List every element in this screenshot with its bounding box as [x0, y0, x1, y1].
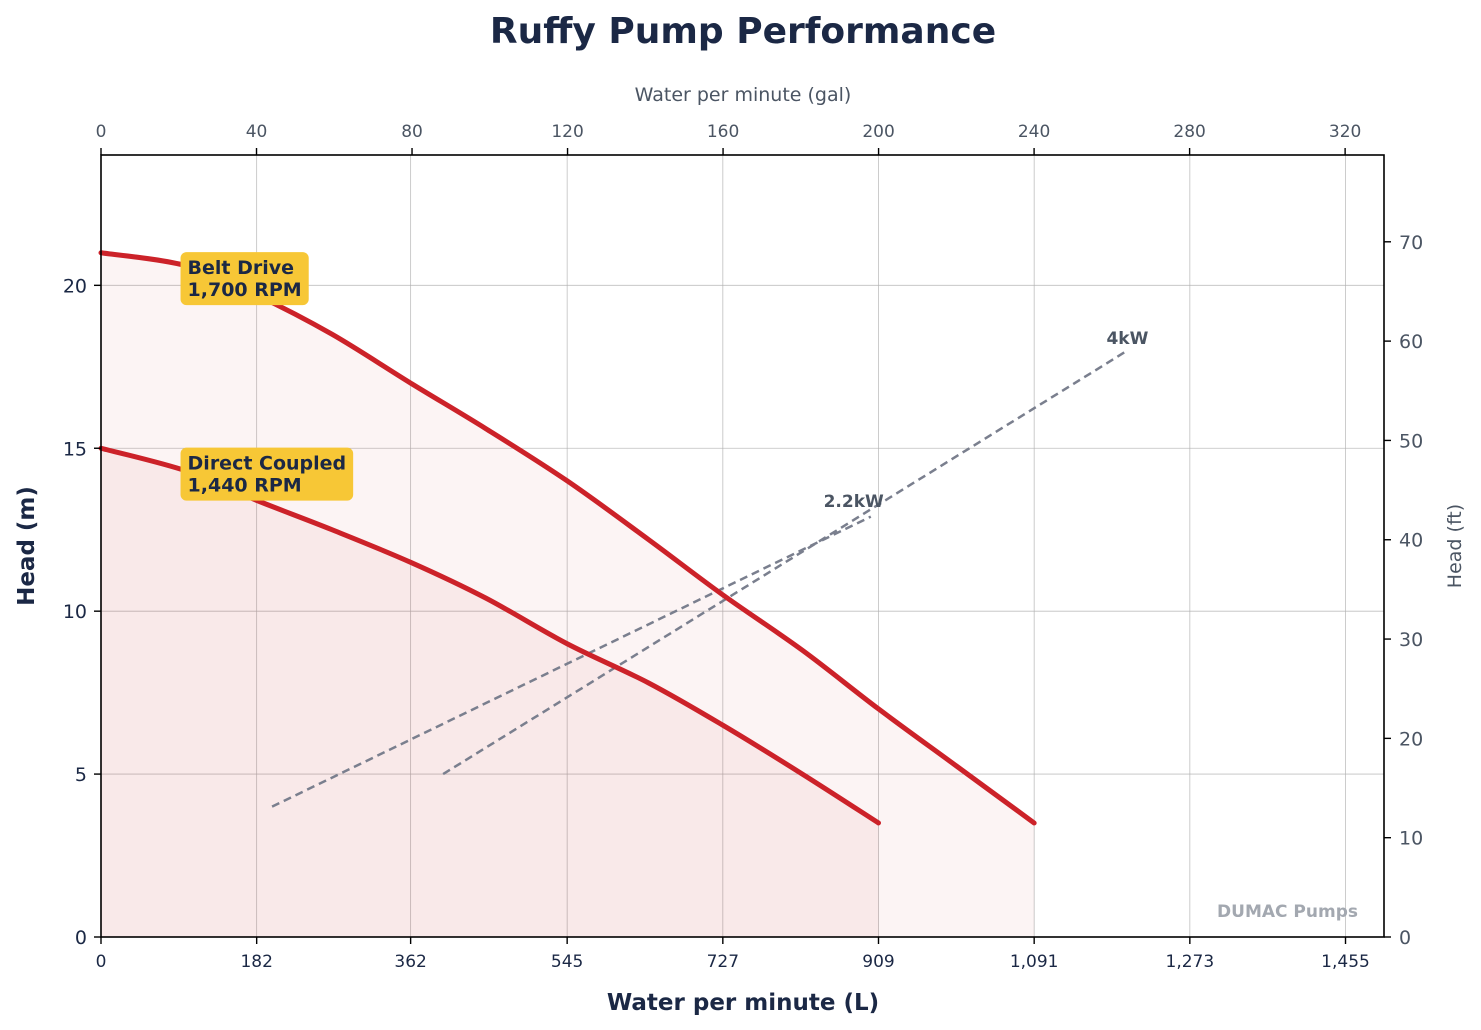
- top-tick-label: 320: [1329, 122, 1361, 142]
- top-tick-label: 240: [1018, 122, 1050, 142]
- y-axis-label: Head (m): [14, 486, 40, 606]
- y-tick-label: 5: [75, 764, 87, 786]
- top-tick-label: 0: [96, 122, 107, 142]
- right-tick-label: 20: [1399, 728, 1423, 750]
- area-fill: [101, 252, 1035, 937]
- watermark: DUMAC Pumps: [1217, 902, 1358, 922]
- x-tick-label: 1,091: [1010, 952, 1059, 972]
- x-tick-label: 362: [394, 952, 426, 972]
- curve-fills: [101, 252, 1035, 937]
- power-line: [442, 349, 1129, 776]
- x-tick-label: 0: [96, 952, 107, 972]
- x-tick-label: 1,273: [1166, 952, 1215, 972]
- top-tick-label: 280: [1173, 122, 1205, 142]
- top-tick-label: 160: [707, 122, 739, 142]
- right-tick-label: 60: [1399, 331, 1423, 353]
- top-tick-label: 80: [401, 122, 423, 142]
- right-tick-label: 50: [1399, 430, 1423, 452]
- y-tick-label: 15: [63, 438, 87, 460]
- power-lines: 2.2kW 4kW: [271, 329, 1149, 808]
- right-axis-label: Head (ft): [1444, 504, 1466, 588]
- annotation-line2: 1,700 RPM: [188, 279, 302, 301]
- annotation-box: [180, 447, 354, 501]
- right-tick-label: 0: [1399, 927, 1411, 949]
- power-label: 2.2kW: [824, 492, 884, 512]
- top-tick-label: 120: [551, 122, 583, 142]
- x-axis-label: Water per minute (L): [607, 990, 879, 1016]
- annotation-line2: 1,440 RPM: [188, 475, 302, 497]
- chart-title: Ruffy Pump Performance: [490, 11, 996, 52]
- top-axis-label: Water per minute (gal): [635, 84, 852, 106]
- annotation-box: [180, 252, 309, 306]
- top-tick-label: 200: [862, 122, 894, 142]
- x-tick-label: 1,455: [1321, 952, 1370, 972]
- power-line: [271, 515, 872, 808]
- x-tick-label: 727: [707, 952, 739, 972]
- annotation-line1: Belt Drive: [188, 257, 295, 279]
- top-tick-label: 40: [246, 122, 268, 142]
- right-tick-label: 70: [1399, 232, 1423, 254]
- plot-border: [100, 154, 1385, 938]
- x-tick-label: 909: [862, 952, 894, 972]
- right-tick-label: 30: [1399, 629, 1423, 651]
- plot-frame: [100, 154, 1385, 938]
- axis-ticks: 0 182 362 545 727 909 1,091 1,273 1,455 0 40 80 120 1…: [63, 122, 1423, 972]
- power-label: 4kW: [1106, 329, 1148, 349]
- y-tick-label: 20: [63, 275, 87, 297]
- right-tick-label: 40: [1399, 530, 1423, 552]
- y-tick-label: 0: [75, 927, 87, 949]
- x-tick-label: 545: [551, 952, 583, 972]
- annotation-line1: Direct Coupled: [188, 453, 347, 475]
- x-tick-label: 182: [240, 952, 272, 972]
- area-fill: [101, 448, 879, 937]
- y-tick-label: 10: [63, 601, 87, 623]
- right-tick-label: 10: [1399, 828, 1423, 850]
